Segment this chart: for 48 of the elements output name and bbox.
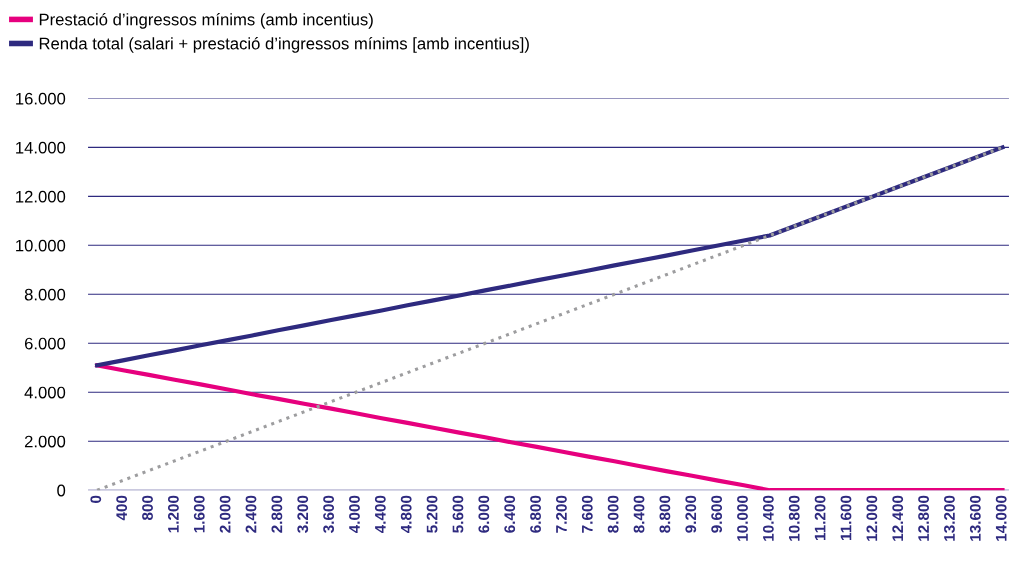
y-tick-label: 10.000 <box>16 239 66 252</box>
x-tick-label: 400 <box>116 495 128 521</box>
x-tick-label: 4.000 <box>349 495 360 534</box>
x-tick-label: 14.000 <box>995 495 1007 541</box>
x-tick-label: 8.400 <box>633 495 645 533</box>
x-tick-label: 6.400 <box>504 495 516 533</box>
x-tick-label: 2.000 <box>219 495 231 533</box>
x-tick-label: 1.200 <box>167 495 179 533</box>
x-tick-label: 11.600 <box>840 495 852 540</box>
x-tick-label: 4.800 <box>400 495 412 534</box>
x-tick-label: 12.800 <box>918 495 929 541</box>
x-tick-label: 800 <box>142 495 153 521</box>
x-tick-label: 10.000 <box>737 495 748 541</box>
x-tick-label: 13.600 <box>969 495 981 541</box>
y-tick-label: 4.000 <box>24 386 66 399</box>
x-tick-label: 5.600 <box>452 495 464 533</box>
y-tick-label: 14.000 <box>16 141 66 154</box>
y-tick-label: 2.000 <box>24 435 66 448</box>
x-tick-label: 2.800 <box>271 495 283 533</box>
x-tick-label: 4.400 <box>374 495 386 534</box>
x-tick-label: 6.800 <box>530 495 541 533</box>
y-tick-label: 0 <box>57 484 66 497</box>
y-tick-label: 6.000 <box>24 337 66 350</box>
x-tick-label: 13.200 <box>944 495 955 541</box>
x-tick-label: 0 <box>90 495 102 503</box>
x-tick-label: 7.600 <box>581 495 593 533</box>
x-tick-label: 6.000 <box>478 495 490 533</box>
x-tick-label: 2.400 <box>245 495 257 533</box>
x-tick-label: 7.200 <box>556 495 567 533</box>
x-tick-label: 10.800 <box>788 495 800 541</box>
legend-label: Prestació d’ingressos mínims (amb incentius) <box>39 12 373 29</box>
y-tick-label: 16.000 <box>16 92 66 105</box>
x-tick-label: 8.000 <box>607 495 619 533</box>
x-tick-label: 3.600 <box>323 495 335 533</box>
x-tick-label: 12.400 <box>892 495 904 541</box>
x-tick-label: 9.600 <box>711 495 723 533</box>
x-tick-label: 1.600 <box>193 495 205 533</box>
x-tick-label: 8.800 <box>659 495 671 533</box>
line-series <box>95 363 1005 491</box>
x-tick-label: 12.000 <box>866 495 878 541</box>
y-tick-label: 8.000 <box>24 288 66 301</box>
y-tick-label: 12.000 <box>16 190 66 203</box>
x-tick-label: 9.200 <box>685 495 697 533</box>
x-tick-label: 3.200 <box>297 495 309 533</box>
legend-label: Renda total (salari + prestació d’ingressos mínims [amb incentius]) <box>39 37 529 53</box>
x-tick-label: 10.400 <box>762 495 774 541</box>
x-tick-label: 5.200 <box>426 495 438 533</box>
x-tick-label: 11.200 <box>814 495 826 540</box>
